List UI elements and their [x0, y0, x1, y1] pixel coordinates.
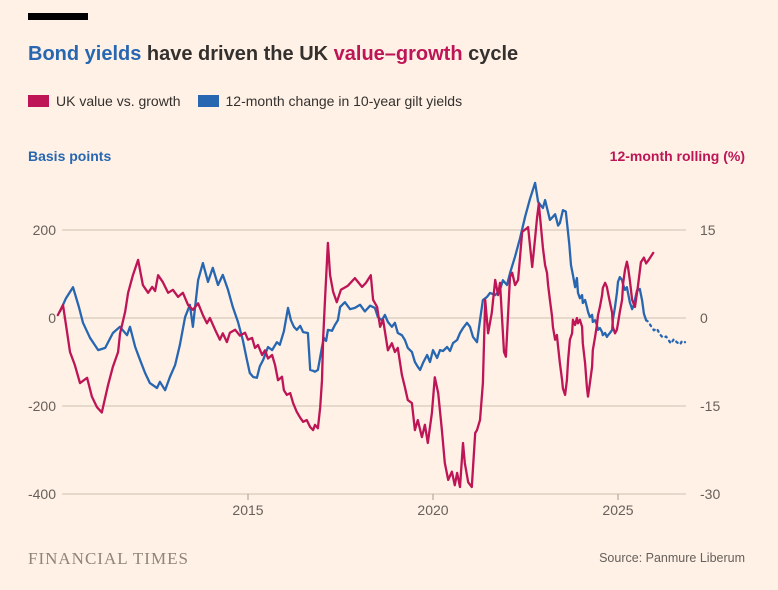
- x-axis-tick-label: 2025: [602, 502, 633, 518]
- right-axis-tick-label: -15: [700, 398, 720, 414]
- legend-label-value-growth: UK value vs. growth: [56, 93, 181, 109]
- title-text: have driven the UK: [141, 43, 334, 66]
- left-axis-tick-label: 200: [33, 222, 57, 238]
- gilt-yields-forecast-line: [644, 319, 687, 346]
- gilt-yields-line: [58, 181, 648, 392]
- x-axis-tick-label: 2020: [417, 502, 448, 518]
- value-growth-line: [56, 202, 655, 489]
- x-axis-tick-label: 2015: [232, 502, 263, 518]
- legend-label-gilt-yields: 12-month change in 10-year gilt yields: [225, 93, 463, 109]
- title-text-end: cycle: [462, 43, 519, 66]
- title-highlight-bond-yields: Bond yields: [28, 43, 142, 66]
- top-accent-bar: [28, 13, 88, 20]
- page-title: Bond yields have driven the UK value–gro…: [28, 43, 748, 66]
- right-axis-title: 12-month rolling (%): [609, 148, 745, 164]
- legend-item-value-growth: UK value vs. growth: [28, 93, 181, 109]
- value-growth-swatch-icon: [28, 95, 49, 107]
- chart-legend: UK value vs. growth 12-month change in 1…: [28, 93, 462, 109]
- left-axis-tick-label: 0: [48, 310, 56, 326]
- right-axis-tick-label: -30: [700, 486, 720, 502]
- source-credit: Source: Panmure Liberum: [599, 551, 745, 565]
- legend-item-gilt-yields: 12-month change in 10-year gilt yields: [197, 93, 463, 109]
- title-highlight-value-growth: value–growth: [333, 43, 463, 66]
- gilt-yields-swatch-icon: [197, 95, 219, 107]
- right-axis-tick-label: 15: [700, 222, 716, 238]
- right-axis-tick-label: 0: [700, 310, 708, 326]
- left-axis-tick-label: -200: [28, 398, 56, 414]
- left-axis-title: Basis points: [28, 148, 112, 164]
- ft-brand-logo: FINANCIAL TIMES: [28, 549, 189, 568]
- left-axis-tick-label: -400: [28, 486, 56, 502]
